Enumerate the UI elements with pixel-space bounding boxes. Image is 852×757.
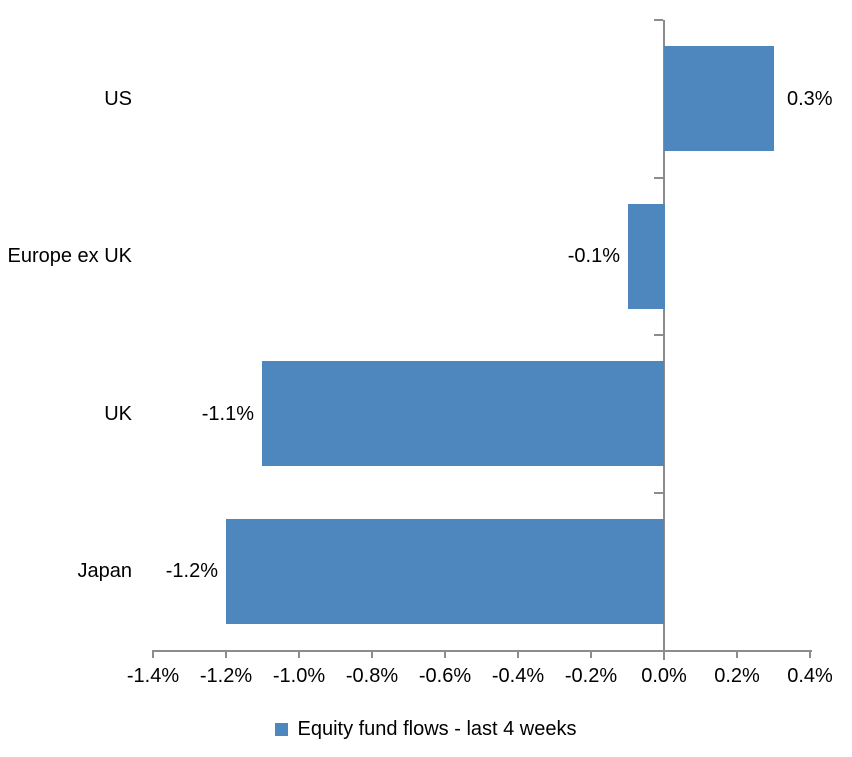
x-tick-label-0-8: -0.8%: [345, 665, 399, 687]
x-tick-mark-5: [517, 650, 519, 658]
legend-series-label: Equity fund flows - last 4 weeks: [297, 718, 577, 740]
x-tick-label-1-0: -1.0%: [272, 665, 326, 687]
legend-series-swatch: [275, 722, 289, 736]
x-tick-label-1-2: -1.2%: [199, 665, 253, 687]
x-tick-mark-6: [590, 650, 592, 658]
bar-uk: [262, 361, 664, 466]
x-tick-mark-9: [809, 650, 811, 658]
category-label-japan: Japan: [77, 560, 133, 582]
data-label-uk: -1.1%: [201, 403, 254, 425]
x-tick-mark-2: [298, 650, 300, 658]
x-tick-mark-8: [736, 650, 738, 658]
x-tick-mark-4: [444, 650, 446, 658]
x-tick-label-0-0: 0.0%: [641, 665, 687, 687]
bar-europe-ex-uk: [628, 204, 665, 309]
data-label-us: 0.3%: [787, 88, 833, 110]
y-tick-mark-3: [654, 492, 663, 494]
category-label-uk: UK: [104, 403, 132, 425]
x-tick-label-0-4: 0.4%: [787, 665, 833, 687]
x-tick-mark-7: [663, 650, 665, 658]
bar-us: [664, 46, 774, 151]
category-label-us: US: [104, 88, 132, 110]
x-tick-label-0-2: 0.2%: [714, 665, 760, 687]
data-label-europe-ex-uk: -0.1%: [567, 245, 620, 267]
x-axis-line: [153, 650, 812, 652]
bar-japan: [226, 519, 664, 624]
x-tick-label-0-2: -0.2%: [564, 665, 618, 687]
x-tick-label-0-4: -0.4%: [491, 665, 545, 687]
x-tick-mark-1: [225, 650, 227, 658]
y-tick-mark-0: [654, 19, 663, 21]
category-label-europe-ex-uk: Europe ex UK: [7, 245, 132, 267]
y-axis-line: [663, 20, 665, 660]
x-tick-label-1-4: -1.4%: [126, 665, 180, 687]
y-tick-mark-1: [654, 177, 663, 179]
y-tick-mark-2: [654, 334, 663, 336]
x-tick-mark-0: [152, 650, 154, 658]
x-tick-mark-3: [371, 650, 373, 658]
legend: Equity fund flows - last 4 weeks: [0, 715, 852, 743]
x-tick-label-0-6: -0.6%: [418, 665, 472, 687]
data-label-japan: -1.2%: [165, 560, 218, 582]
